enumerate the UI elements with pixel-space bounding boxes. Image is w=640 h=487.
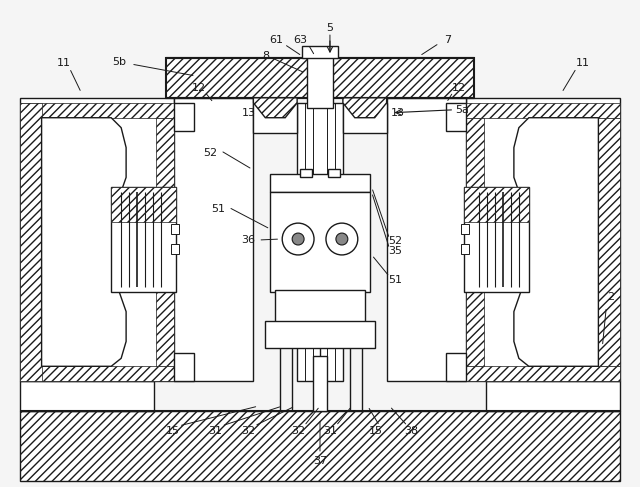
Bar — [20, 411, 620, 481]
Bar — [174, 354, 194, 381]
Polygon shape — [343, 98, 387, 118]
Text: 38: 38 — [404, 426, 419, 436]
Polygon shape — [156, 118, 174, 366]
Circle shape — [326, 223, 358, 255]
Text: 11: 11 — [575, 58, 589, 68]
Polygon shape — [20, 103, 174, 118]
Bar — [302, 46, 338, 58]
Bar — [253, 103, 297, 132]
Text: 12: 12 — [191, 83, 205, 93]
Text: 61: 61 — [269, 35, 284, 45]
Polygon shape — [253, 98, 297, 118]
Circle shape — [282, 223, 314, 255]
Polygon shape — [466, 103, 620, 118]
Polygon shape — [42, 118, 126, 366]
Bar — [166, 58, 474, 98]
Bar — [387, 98, 466, 381]
Text: 52: 52 — [204, 148, 218, 157]
Text: 15: 15 — [369, 426, 383, 436]
Text: 51: 51 — [212, 204, 225, 214]
Bar — [174, 103, 194, 131]
Text: 37: 37 — [313, 456, 327, 466]
Bar — [111, 187, 176, 292]
Polygon shape — [466, 118, 484, 366]
Bar — [20, 98, 174, 381]
Bar — [446, 103, 466, 131]
Text: 32: 32 — [291, 426, 305, 436]
Bar — [270, 174, 370, 192]
Text: 13: 13 — [241, 108, 255, 118]
Bar — [174, 98, 253, 381]
Text: 31: 31 — [209, 426, 223, 436]
Bar — [270, 192, 370, 292]
Text: 51: 51 — [388, 275, 403, 285]
Bar — [171, 224, 179, 234]
Text: 35: 35 — [388, 246, 403, 256]
Bar — [307, 53, 333, 108]
Text: 31: 31 — [323, 426, 337, 436]
Text: 8: 8 — [262, 51, 269, 61]
Text: 52: 52 — [388, 236, 403, 246]
Polygon shape — [20, 103, 42, 381]
Text: 2: 2 — [607, 292, 614, 301]
Text: 11: 11 — [56, 58, 70, 68]
Text: 63: 63 — [293, 35, 307, 45]
Text: 15: 15 — [166, 426, 180, 436]
Circle shape — [292, 233, 304, 245]
Bar — [343, 103, 387, 132]
Text: 12: 12 — [452, 83, 467, 93]
Bar — [171, 244, 179, 254]
Bar — [461, 224, 469, 234]
Polygon shape — [466, 366, 620, 381]
Bar — [300, 169, 312, 177]
Polygon shape — [111, 187, 176, 222]
Polygon shape — [20, 366, 174, 381]
Text: 5: 5 — [326, 23, 333, 33]
Text: 7: 7 — [444, 35, 451, 45]
Bar — [297, 103, 343, 381]
Text: 36: 36 — [241, 235, 255, 245]
Bar — [486, 381, 620, 411]
Circle shape — [336, 233, 348, 245]
Bar — [313, 356, 327, 411]
Bar — [461, 244, 469, 254]
Text: 5a: 5a — [455, 105, 469, 115]
Bar — [328, 169, 340, 177]
Text: 5b: 5b — [112, 57, 126, 67]
Polygon shape — [514, 118, 598, 366]
Text: 13: 13 — [390, 108, 404, 118]
Text: 32: 32 — [241, 426, 255, 436]
Bar — [266, 320, 374, 348]
Bar — [20, 381, 154, 411]
Bar — [275, 290, 365, 321]
Polygon shape — [598, 118, 620, 366]
Polygon shape — [464, 187, 529, 222]
Bar — [464, 187, 529, 292]
Bar — [466, 98, 620, 381]
Bar — [446, 354, 466, 381]
